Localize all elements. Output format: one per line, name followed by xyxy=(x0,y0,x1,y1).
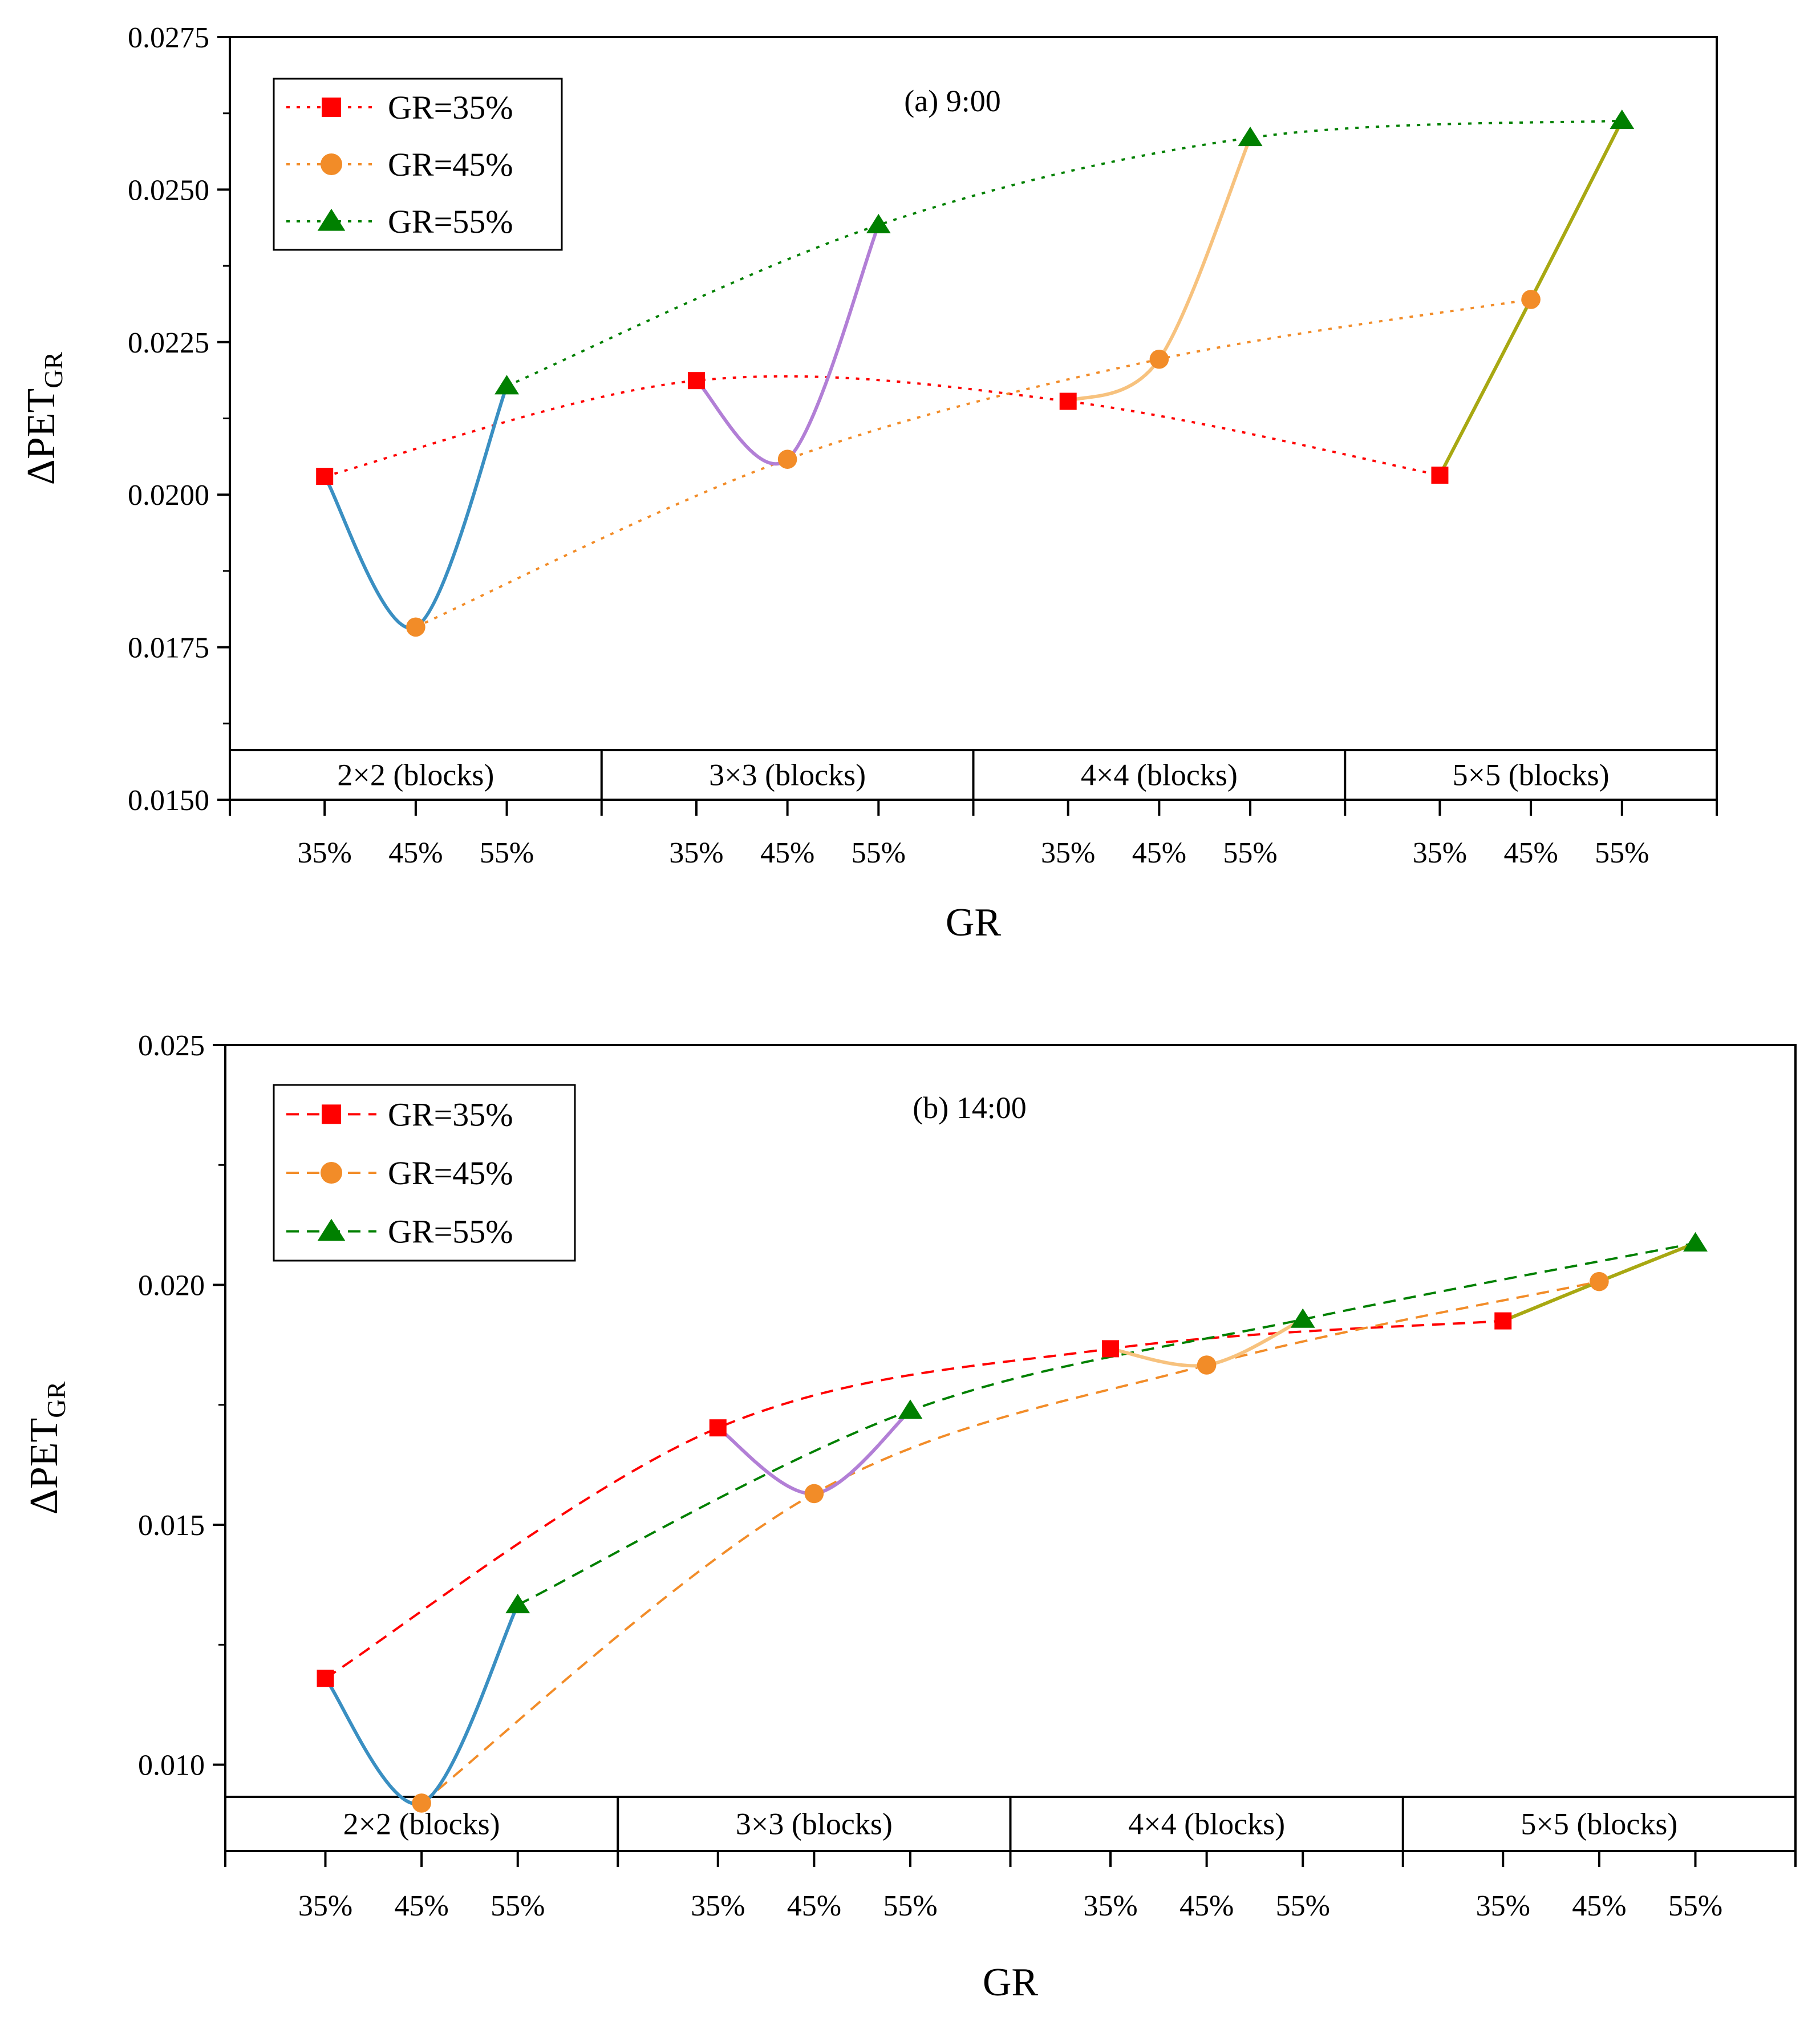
data-point xyxy=(1494,1312,1512,1330)
x-tick-label: 55% xyxy=(480,837,534,869)
legend-label: GR=35% xyxy=(388,1096,513,1133)
x-axis-title: GR xyxy=(983,1961,1039,2004)
series-line xyxy=(420,1280,1600,1804)
chart-panel-a: 2×2 (blocks) 3×3 (blocks) 4×4 (blocks) 5×5 … xyxy=(19,22,1718,945)
legend-marker xyxy=(320,1161,343,1184)
y-tick-label: 0.0250 xyxy=(128,174,209,206)
group-label: 4×4 (blocks) xyxy=(1128,1807,1285,1841)
group-label: 3×3 (blocks) xyxy=(736,1807,893,1841)
data-point xyxy=(1290,1308,1315,1328)
x-tick-label: 35% xyxy=(298,837,352,869)
group-curve xyxy=(695,224,881,466)
data-point xyxy=(505,1594,530,1614)
data-point xyxy=(406,617,425,637)
y-tick-label: 0.025 xyxy=(138,1030,205,1062)
y-tick-label: 0.020 xyxy=(138,1270,205,1302)
x-tick-label: 35% xyxy=(298,1890,352,1922)
x-tick-label: 45% xyxy=(1179,1890,1234,1922)
y-tick-label: 0.015 xyxy=(138,1509,205,1542)
x-tick-label: 45% xyxy=(1503,837,1558,869)
x-tick-label: 55% xyxy=(883,1890,937,1922)
y-tick-label: 0.0200 xyxy=(128,479,209,512)
legend-label: GR=55% xyxy=(388,1213,513,1250)
x-tick-label: 45% xyxy=(760,837,814,869)
x-tick-label: 45% xyxy=(1132,837,1186,869)
data-point xyxy=(1059,392,1077,410)
legend-marker xyxy=(317,208,346,231)
legend-marker xyxy=(322,98,341,117)
legend-label: GR=35% xyxy=(388,89,513,126)
y-tick-label: 0.010 xyxy=(138,1749,205,1782)
legend-marker xyxy=(322,1104,341,1124)
panel-title: (a) 9:00 xyxy=(904,84,1000,118)
group-curve xyxy=(323,385,509,630)
y-axis-title-subscript: GR xyxy=(42,1381,71,1418)
group-label: 4×4 (blocks) xyxy=(1081,758,1238,792)
x-tick-label: 45% xyxy=(787,1890,841,1922)
x-tick-label: 55% xyxy=(1223,837,1277,869)
data-point xyxy=(1683,1232,1708,1252)
data-point xyxy=(412,1793,431,1813)
y-axis-title-subscript: GR xyxy=(39,351,68,388)
x-tick-label: 35% xyxy=(669,837,723,869)
series-line xyxy=(325,1319,1503,1679)
x-axis-title: GR xyxy=(946,901,1002,945)
group-label: 5×5 (blocks) xyxy=(1453,758,1610,792)
x-tick-label: 45% xyxy=(388,837,443,869)
legend-label: GR=55% xyxy=(388,203,513,240)
x-tick-label: 35% xyxy=(1083,1890,1137,1922)
x-tick-label: 45% xyxy=(1572,1890,1626,1922)
x-tick-label: 35% xyxy=(691,1890,745,1922)
data-point xyxy=(777,449,797,469)
group-label: 2×2 (blocks) xyxy=(337,758,494,792)
legend-marker xyxy=(320,153,343,176)
y-tick-label: 0.0175 xyxy=(128,632,209,665)
chart-panel-b: 2×2 (blocks) 3×3 (blocks) 4×4 (blocks) 5×5 … xyxy=(22,1030,1797,2004)
x-tick-label: 55% xyxy=(491,1890,545,1922)
series-line xyxy=(324,375,1440,478)
x-tick-label: 55% xyxy=(1595,837,1649,869)
group-curve xyxy=(1067,137,1252,403)
data-point xyxy=(1149,349,1169,369)
x-tick-label: 35% xyxy=(1413,837,1467,869)
x-tick-label: 35% xyxy=(1476,1890,1530,1922)
data-point xyxy=(1102,1340,1120,1358)
x-tick-label: 45% xyxy=(394,1890,448,1922)
group-label: 3×3 (blocks) xyxy=(709,758,866,792)
x-tick-label: 35% xyxy=(1041,837,1095,869)
data-point xyxy=(1610,110,1635,129)
data-point xyxy=(1521,290,1541,309)
data-point xyxy=(866,213,891,234)
y-tick-label: 0.0275 xyxy=(128,22,209,54)
x-tick-label: 55% xyxy=(1668,1890,1722,1922)
y-tick-label: 0.0225 xyxy=(128,327,209,359)
data-point xyxy=(317,1670,334,1687)
data-point xyxy=(1238,126,1263,147)
y-axis-title: ΔPETGR xyxy=(19,351,68,485)
data-point xyxy=(804,1484,824,1504)
legend-label: GR=45% xyxy=(388,1155,513,1192)
series-line xyxy=(415,298,1531,629)
data-point xyxy=(687,372,705,390)
data-point xyxy=(898,1399,923,1419)
group-curve xyxy=(324,1604,520,1806)
x-tick-label: 55% xyxy=(1276,1890,1330,1922)
series-line xyxy=(517,1242,1696,1606)
group-label: 5×5 (blocks) xyxy=(1521,1807,1677,1841)
y-axis-title: ΔPETGR xyxy=(22,1381,71,1514)
x-tick-label: 55% xyxy=(852,837,906,869)
legend-marker xyxy=(317,1218,346,1241)
data-point xyxy=(1197,1355,1217,1375)
data-point xyxy=(709,1419,727,1437)
data-point xyxy=(316,468,334,485)
legend-label: GR=45% xyxy=(388,146,513,183)
data-point xyxy=(494,375,520,395)
data-point xyxy=(1590,1271,1609,1291)
data-point xyxy=(1431,466,1449,484)
series-line xyxy=(506,119,1622,387)
y-tick-label: 0.0150 xyxy=(128,784,209,817)
panel-title: (b) 14:00 xyxy=(913,1091,1026,1125)
